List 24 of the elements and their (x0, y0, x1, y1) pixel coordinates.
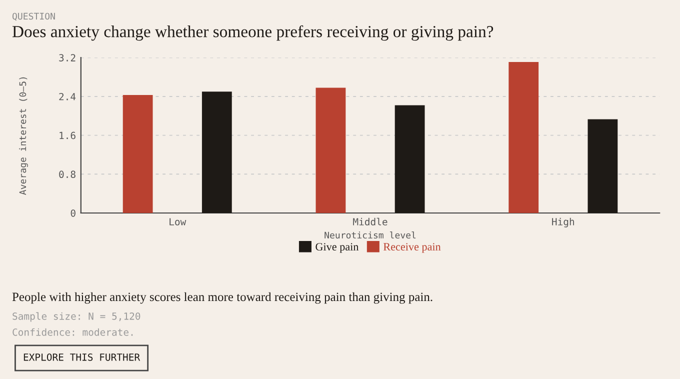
bar (316, 88, 346, 213)
text: Confidence: moderate. (12, 328, 133, 336)
y-tick-label: 0 (70, 210, 76, 217)
bar (202, 92, 232, 213)
y-tick-label: 3.2 (59, 54, 76, 62)
legend-label: Receive pain (383, 243, 441, 253)
text: Sample size: N = 5,120 (12, 312, 140, 322)
x-axis-title: Neuroticism level (324, 232, 416, 239)
text: EXPLORE THIS FURTHER (24, 353, 140, 361)
y-tick-label: 0.8 (59, 170, 76, 178)
bar (122, 95, 153, 213)
x-tick-label: Low (170, 218, 186, 226)
y-axis-title: Average interest (0–5) (19, 77, 28, 195)
y-tick-label: 2.4 (59, 92, 76, 100)
y-tick-label: 1.6 (60, 132, 76, 140)
chart-title: Does anxiety change whether someone prefers receiving or giving pain? (12, 25, 494, 41)
bar (588, 119, 618, 213)
bar (508, 62, 539, 213)
bar (394, 105, 425, 213)
legend-label: Give pain (316, 243, 359, 253)
chart-subtitle: QUESTION (12, 12, 55, 21)
x-tick-label: High (552, 218, 574, 228)
text: People with higher anxiety scores lean more toward receiving pain than giving pain. (12, 292, 432, 304)
x-tick-label: Middle (353, 218, 388, 226)
